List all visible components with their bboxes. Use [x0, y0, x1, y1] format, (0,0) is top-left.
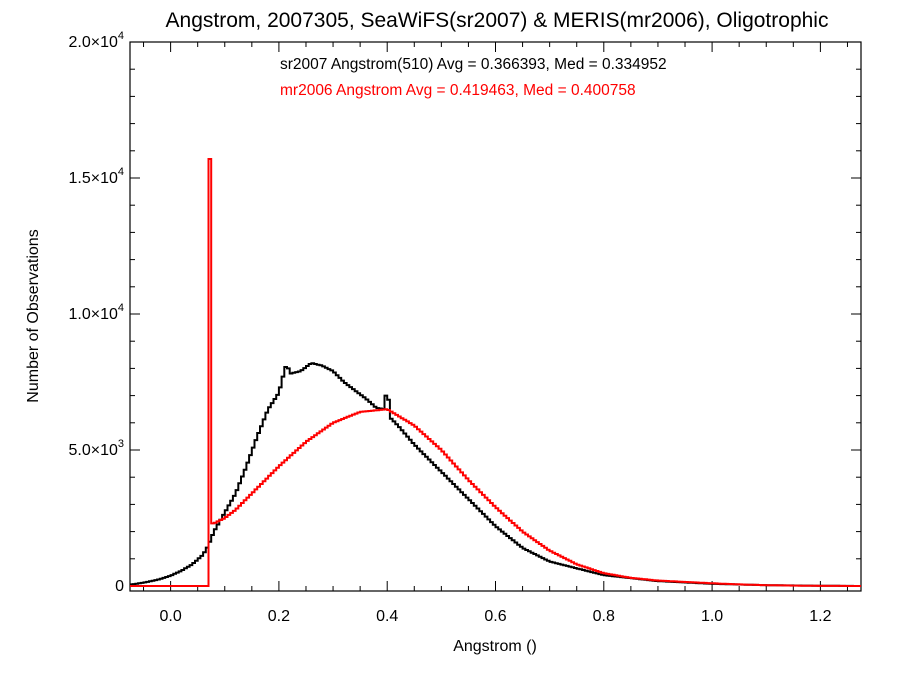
x-tick-label: 1.2: [809, 608, 831, 625]
x-axis-ticks: 0.0 0.2 0.4 0.6 0.8 1.0 1.2: [143, 42, 848, 625]
y-tick-label: 1.5×104: [68, 166, 124, 187]
y-tick-label: 1.0×104: [68, 302, 124, 323]
y-tick-mantissa: 2.0×10: [68, 34, 117, 51]
x-tick-label: 0.4: [376, 608, 398, 625]
x-axis-label: Angstrom (): [453, 638, 537, 655]
annotation-mr2006: mr2006 Angstrom Avg = 0.419463, Med = 0.…: [280, 82, 636, 99]
y-tick-exponent: 3: [118, 438, 124, 450]
y-tick-mantissa: 5.0×10: [68, 442, 117, 459]
series-sr2007-line: [130, 362, 861, 587]
y-tick-label: 2.0×104: [68, 30, 124, 51]
x-tick-label: 0.2: [268, 608, 290, 625]
series-layer: [130, 158, 861, 587]
x-tick-label: 0.8: [593, 608, 615, 625]
y-tick-mantissa: 0: [115, 578, 124, 595]
series-mr2006-line: [130, 158, 861, 587]
y-tick-exponent: 4: [118, 30, 124, 42]
y-tick-mantissa: 1.0×10: [68, 306, 117, 323]
y-tick-mantissa: 1.5×10: [68, 170, 117, 187]
x-tick-label: 0.0: [159, 608, 181, 625]
x-tick-label: 1.0: [701, 608, 723, 625]
y-tick-label: 0: [115, 578, 124, 595]
y-axis-label: Number of Observations: [25, 229, 42, 402]
y-tick-exponent: 4: [118, 302, 124, 314]
y-tick-label: 5.0×103: [68, 438, 124, 459]
y-tick-exponent: 4: [118, 166, 124, 178]
annotation-sr2007: sr2007 Angstrom(510) Avg = 0.366393, Med…: [280, 56, 667, 73]
chart-title: Angstrom, 2007305, SeaWiFS(sr2007) & MER…: [166, 9, 829, 32]
x-tick-label: 0.6: [484, 608, 506, 625]
